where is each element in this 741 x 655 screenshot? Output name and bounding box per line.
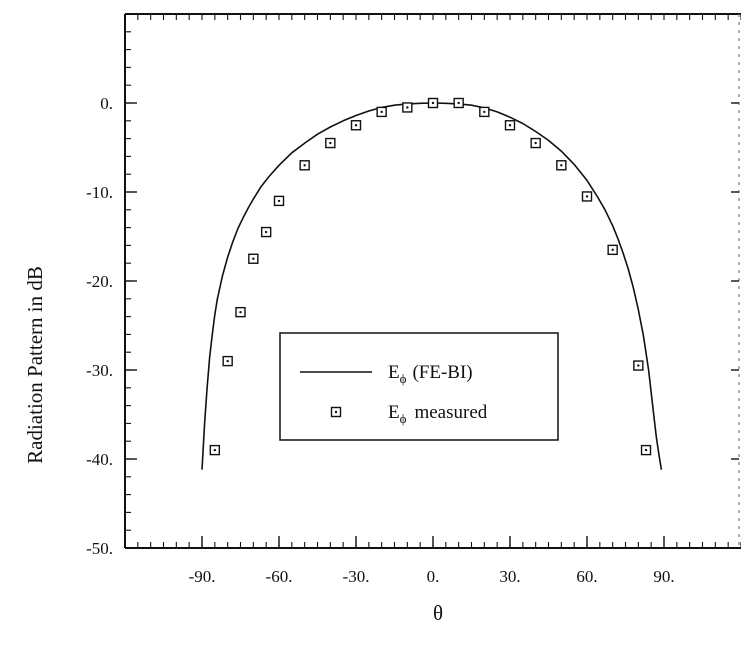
x-tick-label: -90. [189, 567, 216, 586]
measured-point-dot [457, 101, 460, 105]
x-tick-label: 0. [427, 567, 440, 586]
measured-point [376, 106, 387, 118]
x-tick-label: -60. [266, 567, 293, 586]
plot-frame [124, 13, 741, 549]
measured-point-dot [560, 164, 563, 167]
x-tick-label: 30. [499, 567, 520, 586]
legend-entry-measured-subscript: ϕ [400, 411, 407, 426]
measured-point-dot [534, 141, 537, 145]
legend-entry-fe-bi: Eϕ (FE-BI) [388, 362, 473, 386]
measured-point-dot [637, 364, 640, 367]
measured-point [325, 137, 336, 149]
measured-point-dot [644, 448, 648, 452]
x-tick-label: 90. [653, 567, 674, 586]
measured-point [350, 120, 362, 131]
x-tick-label: -30. [343, 567, 370, 586]
legend-square-dot [334, 410, 338, 414]
measured-point [479, 106, 490, 118]
series-line-fe-bi [201, 102, 663, 470]
measured-point [235, 306, 246, 318]
measured-point [248, 253, 259, 264]
measured-point [273, 195, 285, 207]
measured-point-dot [329, 141, 332, 145]
x-axis-label: θ [433, 601, 443, 625]
plot-area [201, 97, 663, 470]
legend-entry-measured-symbol: E [388, 402, 400, 423]
measured-point [556, 160, 567, 171]
measured-point [260, 226, 272, 238]
measured-point [402, 102, 413, 113]
legend: Eϕ (FE-BI) Eϕ measured [279, 332, 559, 441]
measured-point [504, 120, 516, 131]
legend-entry-fe-bi-subscript: ϕ [400, 371, 407, 386]
y-axis-label: Radiation Pattern in dB [23, 266, 47, 464]
x-tick-labels: -90. -60. -30. 0. 30. 60. 90. [189, 567, 675, 586]
measured-point [222, 355, 233, 367]
measured-point-dot [252, 257, 255, 260]
legend-square-marker [330, 406, 342, 418]
measured-point-dot [354, 124, 358, 127]
measured-point [427, 97, 439, 109]
legend-box [279, 332, 559, 441]
y-tick-label: -30. [86, 361, 113, 380]
measured-point [581, 191, 593, 202]
y-tick-labels: 0. -10. -20. -30. -40. -50. [86, 94, 113, 558]
measured-point-dot [431, 101, 435, 105]
measured-point-dot [277, 199, 281, 203]
measured-point-dot [611, 248, 614, 252]
legend-entry-measured-text: measured [414, 402, 487, 423]
measured-point-dot [213, 448, 217, 452]
y-tick-label: -50. [86, 539, 113, 558]
measured-point-dot [483, 110, 486, 114]
y-tick-label: -40. [86, 450, 113, 469]
y-tick-label: -10. [86, 183, 113, 202]
measured-point [299, 160, 310, 171]
measured-point [640, 444, 652, 456]
measured-point-dot [239, 310, 242, 314]
legend-entry-measured: Eϕ measured [388, 402, 488, 426]
measured-point-dot [585, 195, 589, 198]
x-tick-label: 60. [576, 567, 597, 586]
measured-point-dot [226, 359, 229, 363]
major-ticks [125, 102, 739, 549]
legend-entry-fe-bi-text: (FE-BI) [412, 362, 472, 383]
measured-point-dot [406, 106, 409, 109]
measured-point [453, 97, 464, 109]
y-tick-label: -20. [86, 272, 113, 291]
measured-point-dot [380, 110, 383, 114]
y-tick-label: 0. [100, 94, 113, 113]
minor-ticks [124, 13, 741, 549]
measured-point-dot [508, 124, 512, 127]
measured-point [209, 444, 221, 456]
measured-point [607, 244, 618, 256]
measured-point-dot [303, 164, 306, 167]
measured-point [530, 137, 541, 149]
legend-entry-fe-bi-symbol: E [388, 362, 400, 383]
measured-point-dot [264, 230, 268, 234]
measured-point [633, 360, 644, 371]
